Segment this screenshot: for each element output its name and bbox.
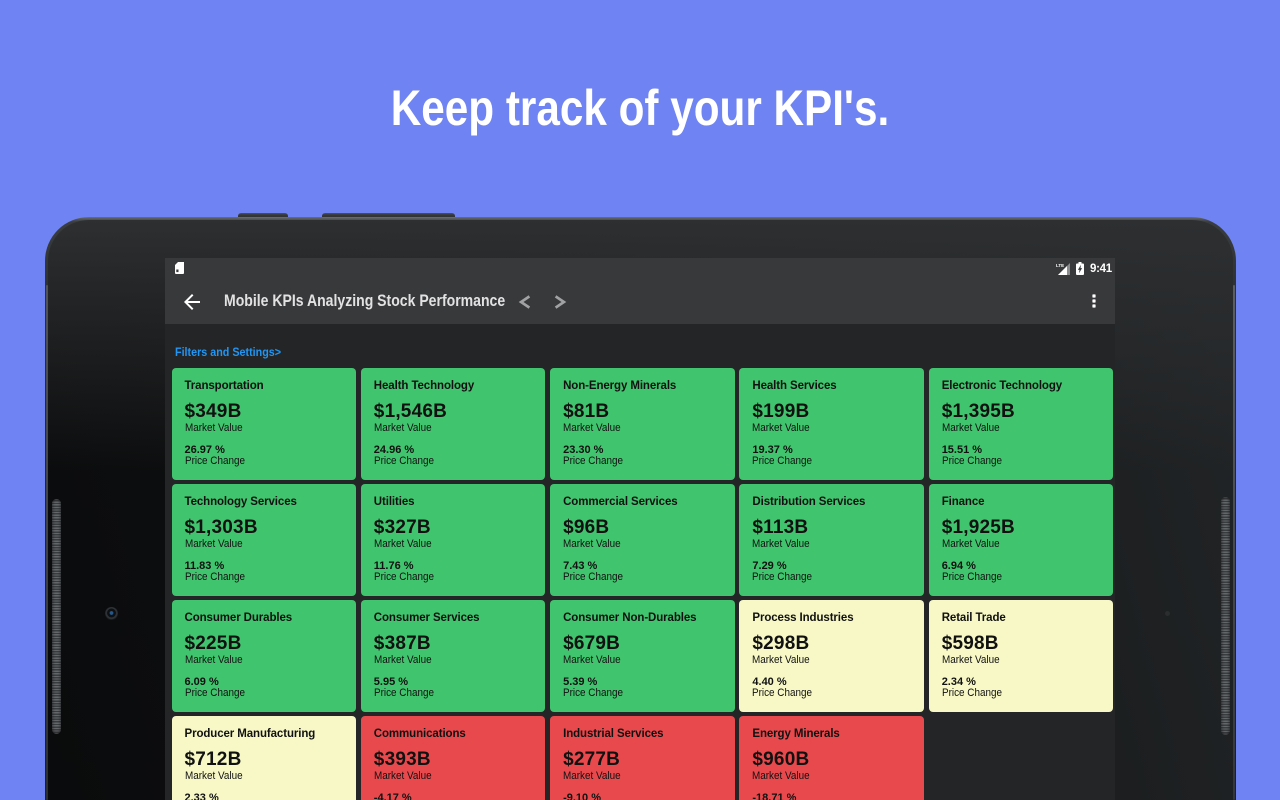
svg-text:LTE: LTE — [1056, 263, 1064, 268]
